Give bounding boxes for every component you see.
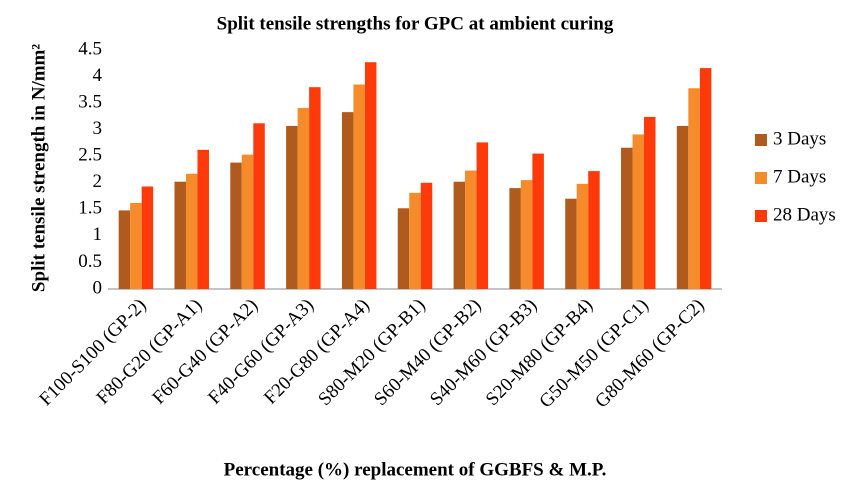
- bar: [253, 123, 265, 289]
- bar: [364, 62, 377, 289]
- x-axis-title: Percentage (%) replacement of GGBFS & M.…: [224, 459, 607, 480]
- y-tick-label: 3.5: [78, 91, 102, 112]
- bar: [341, 112, 354, 289]
- bar: [309, 87, 321, 289]
- bar: [397, 208, 410, 289]
- bar: [197, 149, 209, 289]
- bar: [118, 210, 131, 289]
- bar: [353, 84, 365, 290]
- y-tick-label: 0: [93, 277, 103, 298]
- legend-label: 28 Days: [773, 204, 836, 225]
- bar: [621, 147, 633, 289]
- y-tick-label: 4.5: [78, 38, 102, 59]
- bar: [230, 162, 242, 289]
- chart-title: Split tensile strengths for GPC at ambie…: [217, 13, 614, 34]
- bar: [699, 68, 712, 290]
- bar: [532, 153, 544, 289]
- bar: [241, 154, 254, 289]
- bar: [174, 181, 186, 289]
- y-tick-label: 2: [93, 171, 103, 192]
- bar: [676, 125, 689, 290]
- bar: [588, 171, 600, 289]
- bar: [185, 173, 198, 289]
- bar: [465, 170, 477, 289]
- y-tick-label: 0.5: [78, 251, 102, 272]
- bar: [297, 107, 310, 289]
- y-tick-label: 1.5: [78, 198, 102, 219]
- bar: [644, 116, 656, 289]
- y-tick-label: 2.5: [78, 145, 102, 166]
- bar: [476, 142, 489, 289]
- bar: [688, 88, 700, 290]
- bar: [565, 198, 577, 289]
- legend-label: 3 Days: [773, 128, 826, 149]
- legend-label: 7 Days: [773, 166, 826, 187]
- bar: [453, 181, 466, 289]
- bar: [632, 134, 645, 289]
- y-tick-label: 3: [93, 118, 103, 139]
- bar: [141, 186, 154, 289]
- y-tick-label: 4: [93, 65, 103, 86]
- bar: [520, 180, 533, 289]
- y-axis-title: Split tensile strength in N/mm²: [28, 44, 49, 292]
- bar: [286, 125, 298, 290]
- bar: [576, 183, 589, 289]
- legend-swatch: [755, 172, 767, 184]
- bar: [130, 202, 142, 289]
- legend-swatch: [755, 210, 767, 222]
- bar: [509, 188, 521, 289]
- bar: [420, 182, 433, 289]
- bar: [409, 192, 421, 289]
- y-tick-label: 1: [93, 224, 103, 245]
- legend-swatch: [755, 134, 767, 146]
